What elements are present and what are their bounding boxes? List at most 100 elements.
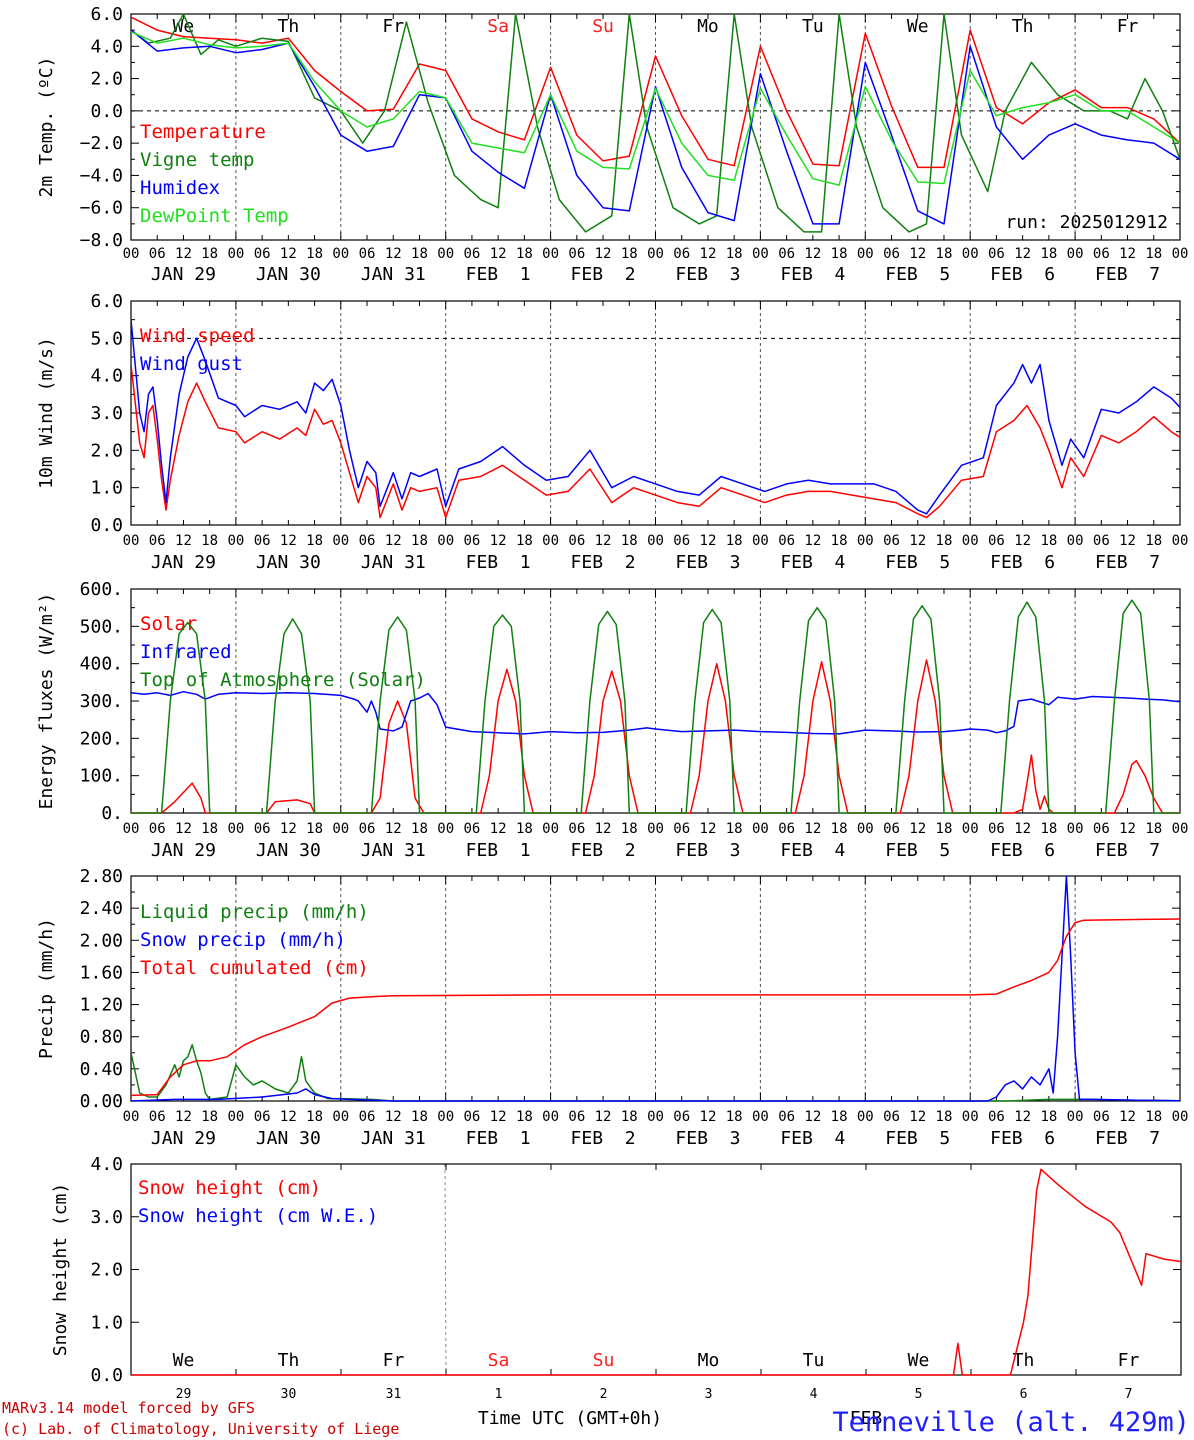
x-hour-tick-label: 06 [568, 533, 585, 549]
x-hour-tick-label: 12 [175, 533, 192, 549]
y-tick-label: 300. [80, 691, 123, 712]
x-hour-tick-label: 00 [332, 246, 349, 262]
x-hour-tick-label: 18 [1145, 821, 1162, 837]
x-day-number: 5 [915, 1387, 923, 1402]
x-hour-tick-label: 12 [490, 1109, 507, 1125]
x-hour-tick-label: 06 [988, 1109, 1005, 1125]
x-hour-tick-label: 06 [1093, 533, 1110, 549]
x-day-label: FEB 6 [990, 264, 1055, 285]
x-hour-tick-label: 18 [516, 533, 533, 549]
x-hour-tick-label: 06 [463, 246, 480, 262]
legend-entry: Infrared [140, 641, 232, 663]
x-hour-tick-label: 00 [647, 246, 664, 262]
x-day-label: FEB 3 [675, 840, 740, 861]
weekday-label: Sa [487, 16, 509, 37]
x-hour-tick-label: 18 [1040, 1109, 1057, 1125]
x-hour-tick-label: 00 [857, 246, 874, 262]
series-line-vigne-temp [131, 13, 1180, 233]
series-line-snow-height-cm- [131, 1168, 1181, 1376]
x-hour-tick-label: 12 [700, 1109, 717, 1125]
y-tick-label: 4.0 [90, 36, 123, 57]
y-tick-label: 2.0 [90, 440, 123, 461]
x-hour-tick-label: 06 [149, 533, 166, 549]
weekday-label: Tu [802, 16, 824, 37]
x-hour-tick-label: 06 [359, 821, 376, 837]
y-tick-label: 3.0 [90, 1207, 123, 1228]
x-hour-tick-label: 06 [1093, 1109, 1110, 1125]
x-day-label: FEB 2 [571, 552, 636, 573]
x-hour-tick-label: 06 [1093, 821, 1110, 837]
legend-entry: Top of Atmosphere (Solar) [140, 669, 426, 691]
x-hour-tick-label: 18 [621, 821, 638, 837]
weekday-label: Fr [383, 1350, 405, 1371]
series-line-temperature [131, 16, 1180, 169]
legend-entry: DewPoint Temp [140, 205, 289, 227]
x-hour-tick-label: 12 [175, 246, 192, 262]
x-day-number: 2 [600, 1387, 608, 1402]
y-tick-label: 0.0 [90, 1365, 123, 1386]
x-hour-tick-label: 12 [804, 821, 821, 837]
x-day-label: FEB 1 [466, 1128, 531, 1149]
legend-entry: Snow precip (mm/h) [140, 929, 346, 951]
x-hour-tick-label: 00 [1067, 246, 1084, 262]
x-hour-tick-label: 06 [568, 246, 585, 262]
x-day-label: FEB 4 [780, 552, 845, 573]
x-day-number: 6 [1020, 1387, 1028, 1402]
x-day-label: FEB 7 [1095, 264, 1160, 285]
x-hour-tick-label: 12 [1014, 821, 1031, 837]
x-hour-tick-label: 00 [227, 533, 244, 549]
x-hour-tick-label: 00 [1172, 821, 1189, 837]
x-day-label: FEB 5 [885, 264, 950, 285]
y-tick-label: 1.60 [80, 962, 123, 983]
x-hour-tick-label: 12 [1119, 246, 1136, 262]
x-hour-tick-label: 00 [857, 1109, 874, 1125]
series-line-infrared [131, 690, 1180, 735]
x-day-label: FEB 6 [990, 840, 1055, 861]
x-hour-tick-label: 18 [306, 821, 323, 837]
x-hour-tick-label: 12 [804, 1109, 821, 1125]
x-hour-tick-label: 00 [1067, 1109, 1084, 1125]
x-hour-tick-label: 00 [123, 246, 140, 262]
x-day-label: FEB 6 [990, 1128, 1055, 1149]
x-hour-tick-label: 00 [1067, 533, 1084, 549]
x-day-label: FEB 2 [571, 264, 636, 285]
legend-entry: Vigne temp [140, 149, 254, 171]
footer-model-line: MARv3.14 model forced by GFS [2, 1399, 255, 1417]
x-day-label: FEB 5 [885, 1128, 950, 1149]
x-hour-tick-label: 12 [490, 246, 507, 262]
x-hour-tick-label: 18 [306, 533, 323, 549]
x-hour-tick-label: 00 [962, 533, 979, 549]
legend-entry: Liquid precip (mm/h) [140, 901, 369, 923]
x-day-label: FEB 4 [780, 1128, 845, 1149]
x-hour-tick-label: 06 [568, 821, 585, 837]
x-hour-tick-label: 06 [254, 1109, 271, 1125]
y-tick-label: 0. [101, 803, 123, 824]
y-tick-label: 2.0 [90, 69, 123, 90]
x-hour-tick-label: 18 [726, 246, 743, 262]
x-hour-tick-label: 06 [359, 246, 376, 262]
y-tick-label: 1.0 [90, 478, 123, 499]
weekday-label: We [908, 1350, 930, 1371]
legend-entry: Humidex [140, 177, 220, 199]
weekday-label: Th [278, 1350, 300, 1371]
x-hour-tick-label: 12 [909, 533, 926, 549]
x-hour-tick-label: 18 [1040, 821, 1057, 837]
series-line-snow-precip-mm-h- [131, 875, 1180, 1102]
weekday-label: Th [278, 16, 300, 37]
x-hour-tick-label: 00 [647, 1109, 664, 1125]
x-hour-tick-label: 18 [831, 246, 848, 262]
x-day-label: JAN 30 [256, 552, 321, 573]
x-hour-tick-label: 12 [1014, 533, 1031, 549]
x-day-label: FEB 4 [780, 264, 845, 285]
x-hour-tick-label: 18 [411, 533, 428, 549]
x-hour-tick-label: 00 [437, 1109, 454, 1125]
x-day-label: JAN 31 [361, 1128, 426, 1149]
x-day-label: JAN 29 [151, 840, 216, 861]
x-hour-tick-label: 18 [201, 246, 218, 262]
x-hour-tick-label: 18 [831, 1109, 848, 1125]
y-tick-label: 0.0 [90, 101, 123, 122]
series-line-humidex [131, 29, 1180, 225]
x-hour-tick-label: 12 [700, 821, 717, 837]
y-tick-label: 200. [80, 728, 123, 749]
series-line-total-cumulated-cm- [131, 918, 1180, 1097]
